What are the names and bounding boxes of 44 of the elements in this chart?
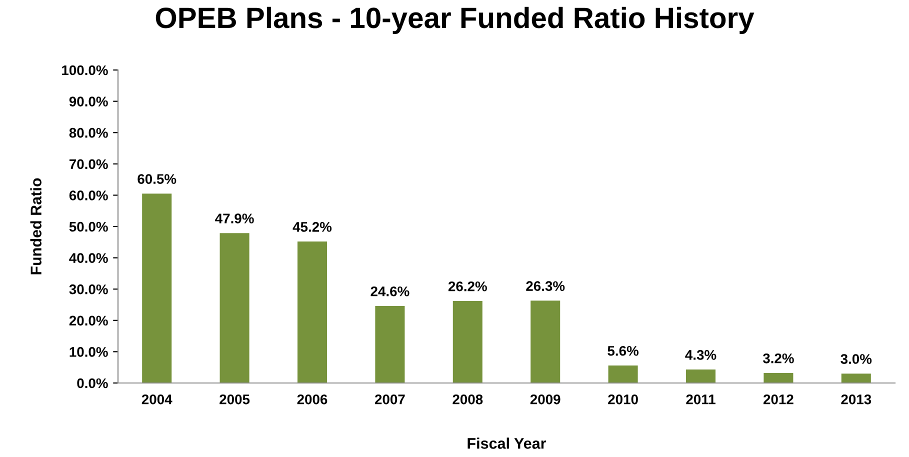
x-tick-label: 2009 — [530, 394, 560, 404]
data-label: 26.2% — [448, 281, 487, 292]
bar — [608, 365, 638, 383]
data-label: 45.2% — [292, 222, 332, 232]
bar — [452, 300, 482, 383]
data-label: 3.2% — [762, 353, 794, 364]
bar — [764, 372, 794, 383]
y-axis-title: Funded Ratio — [30, 178, 42, 274]
x-tick-label: 2011 — [686, 394, 716, 404]
y-tick-label: 0.0% — [77, 378, 108, 388]
data-label: 3.0% — [840, 354, 872, 364]
x-tick-label: 2004 — [142, 394, 172, 404]
data-label: 60.5% — [138, 174, 176, 184]
x-tick-label: 2010 — [608, 394, 638, 404]
y-tick-label: 40.0% — [69, 253, 108, 263]
chart-title: OPEB Plans - 10-year Funded Ratio History — [156, 6, 754, 34]
x-tick-label: 2005 — [220, 394, 250, 404]
y-tick-label: 90.0% — [69, 96, 108, 106]
x-axis-title: Fiscal Year — [468, 438, 546, 449]
x-tick-label: 2012 — [763, 394, 794, 404]
bar — [375, 306, 405, 383]
x-tick-label: 2006 — [297, 394, 328, 404]
data-label: 4.3% — [685, 350, 716, 360]
y-tick-label: 80.0% — [69, 128, 108, 138]
bar — [686, 370, 716, 383]
y-tick-label: 20.0% — [69, 316, 108, 326]
bar — [142, 194, 172, 383]
x-tick-label: 2008 — [452, 394, 483, 404]
bar — [220, 233, 250, 383]
y-tick-label: 30.0% — [69, 284, 108, 294]
x-tick-label: 2013 — [841, 394, 872, 404]
x-tick-label: 2007 — [374, 394, 405, 404]
data-label: 26.3% — [526, 281, 565, 292]
bar — [297, 242, 328, 383]
data-label: 24.6% — [370, 286, 410, 296]
y-tick-label: 70.0% — [69, 159, 108, 170]
y-tick-label: 50.0% — [69, 222, 108, 232]
y-tick-label: 60.0% — [69, 190, 108, 200]
bar — [841, 374, 871, 383]
y-tick-label: 100.0% — [62, 65, 108, 76]
data-label: 47.9% — [215, 214, 254, 224]
data-label: 5.6% — [608, 346, 639, 356]
bar — [530, 300, 560, 383]
y-tick-label: 10.0% — [70, 347, 108, 357]
